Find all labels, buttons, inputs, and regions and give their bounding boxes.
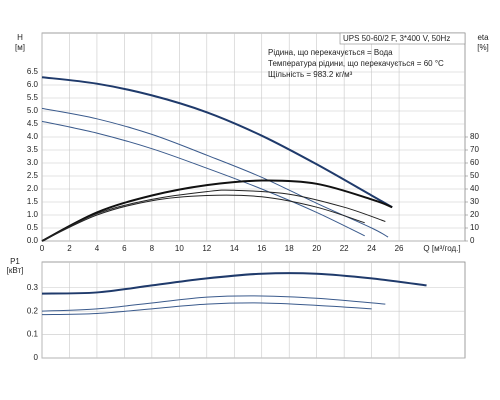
y-tick-label: 0.0 [27,236,39,245]
y2-tick-label: 60 [470,158,479,167]
x-tick-label: 2 [67,244,72,253]
x-tick-label: 10 [175,244,184,253]
x-tick-label: 20 [312,244,321,253]
model-box [339,32,466,45]
y2-tick-label: 80 [470,132,479,141]
info-note: Рідина, що перекачується = Вода [268,48,393,57]
y-tick-label: 1.0 [27,210,39,219]
y2-tick-label: 50 [470,171,479,180]
x-tick-label: 6 [122,244,127,253]
y-tick-label: 0.3 [27,283,39,292]
x-tick-label: 22 [340,244,349,253]
y2-axis-label: eta [477,33,489,42]
x-axis-label: Q [м³/год.] [423,244,460,253]
y-tick-label: 3.0 [27,158,39,167]
info-note: Щільність = 983.2 кг/м³ [268,70,353,79]
curve [41,189,386,242]
y2-tick-label: 20 [470,210,479,219]
y-tick-label: 4.0 [27,132,39,141]
model-label: UPS 50-60/2 F, 3*400 V, 50Hz [343,34,450,43]
y-tick-label: 5.5 [27,93,39,102]
y-tick-label: 0.1 [27,330,39,339]
curve [41,272,427,295]
x-tick-label: 18 [285,244,294,253]
curve [41,302,372,316]
y-tick-label: 2.0 [27,184,39,193]
y-axis-label: P1 [10,257,20,266]
x-tick-label: 12 [202,244,211,253]
y-axis-label: H [17,33,23,42]
curve [41,194,365,242]
y-tick-label: 2.5 [27,171,39,180]
x-tick-label: 8 [150,244,155,253]
y-axis-unit: [м] [15,43,25,52]
y-tick-label: 5.0 [27,106,39,115]
y-tick-label: 0.5 [27,223,39,232]
x-tick-label: 26 [395,244,404,253]
y-tick-label: 6.0 [27,80,39,89]
y2-tick-label: 30 [470,197,479,206]
x-tick-label: 14 [230,244,239,253]
y2-tick-label: 10 [470,223,479,232]
y2-tick-label: 70 [470,145,479,154]
y-tick-label: 0 [34,353,39,362]
y-tick-label: 6.5 [27,67,39,76]
y2-tick-label: 0 [470,236,475,245]
x-label-bg [420,243,465,254]
x-tick-label: 16 [257,244,266,253]
x-tick-label: 0 [40,244,45,253]
y-tick-label: 1.5 [27,197,39,206]
y-tick-label: 3.5 [27,145,39,154]
curve [41,107,389,238]
y2-tick-label: 40 [470,184,479,193]
curve [41,179,393,242]
y-tick-label: 0.2 [27,306,39,315]
x-tick-label: 24 [367,244,376,253]
info-note: Температура рідини, що перекачується = 6… [268,59,444,68]
y-tick-label: 4.5 [27,119,39,128]
y-axis-unit: [кВт] [7,266,24,275]
y2-axis-unit: [%] [477,43,489,52]
curve [41,120,365,237]
curve [41,76,393,209]
curve [41,295,386,312]
x-tick-label: 4 [95,244,100,253]
plot-frame [41,261,466,359]
